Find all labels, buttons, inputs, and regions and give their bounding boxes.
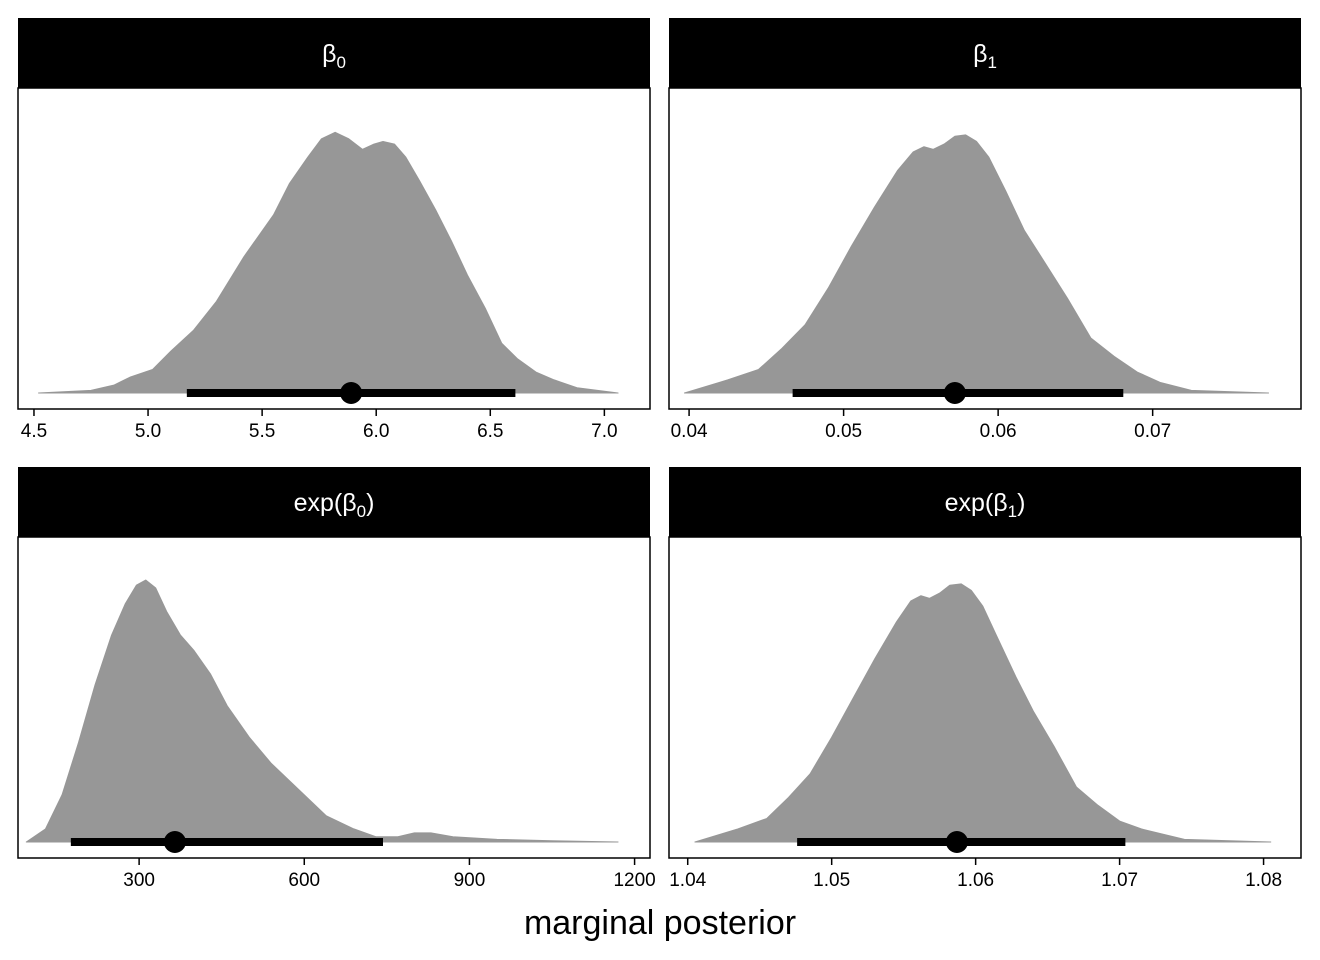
x-tick-label: 1.04: [669, 870, 706, 891]
strip-title: exp(β1): [945, 489, 1026, 521]
point-estimate: [945, 831, 968, 853]
panel-border: [17, 536, 651, 859]
strip-header: [18, 18, 650, 88]
facet-panels: β0 4.5 5.0 5.5 6.0 6.5 7.0 β1 0.04 0.05 0.06 0.07 ex…: [17, 18, 1302, 891]
panel-border: [668, 87, 1302, 410]
panel-border: [17, 87, 651, 410]
panel-border: [668, 536, 1302, 859]
x-axis-title: marginal posterior: [524, 904, 796, 942]
x-tick-label: 300: [123, 870, 155, 891]
x-tick-label: 5.0: [135, 421, 161, 442]
point-estimate: [340, 382, 363, 404]
strip-title: exp(β0): [294, 489, 375, 521]
facet-panel-0: β0 4.5 5.0 5.5 6.0 6.5 7.0: [17, 18, 651, 442]
point-estimate: [163, 831, 186, 853]
x-tick-label: 4.5: [21, 421, 47, 442]
x-tick-label: 0.06: [980, 421, 1017, 442]
x-tick-label: 1.06: [957, 870, 994, 891]
strip-title: β0: [322, 40, 346, 72]
facet-panel-1: β1 0.04 0.05 0.06 0.07: [668, 18, 1302, 442]
x-tick-label: 0.07: [1134, 421, 1171, 442]
x-tick-label: 6.0: [363, 421, 389, 442]
point-estimate: [943, 382, 966, 404]
strip-header: [669, 467, 1301, 537]
density-area: [25, 579, 619, 843]
x-tick-label: 0.04: [671, 421, 708, 442]
x-tick-label: 600: [288, 870, 320, 891]
density-area: [38, 131, 619, 394]
strip-header: [669, 18, 1301, 88]
x-tick-label: 900: [454, 870, 486, 891]
x-tick-label: 5.5: [249, 421, 275, 442]
x-tick-label: 1200: [613, 870, 655, 891]
strip-header: [18, 467, 650, 537]
facet-panel-2: exp(β0) 300 600 900 1200: [17, 467, 656, 891]
density-area: [694, 583, 1272, 843]
x-tick-label: 1.08: [1245, 870, 1282, 891]
facet-panel-3: exp(β1) 1.04 1.05 1.06 1.07 1.08: [668, 467, 1302, 891]
x-tick-label: 7.0: [591, 421, 617, 442]
x-tick-label: 0.05: [825, 421, 862, 442]
x-tick-label: 1.07: [1101, 870, 1138, 891]
x-tick-label: 6.5: [477, 421, 503, 442]
x-tick-label: 1.05: [813, 870, 850, 891]
density-area: [683, 134, 1270, 394]
strip-title: β1: [973, 40, 997, 72]
